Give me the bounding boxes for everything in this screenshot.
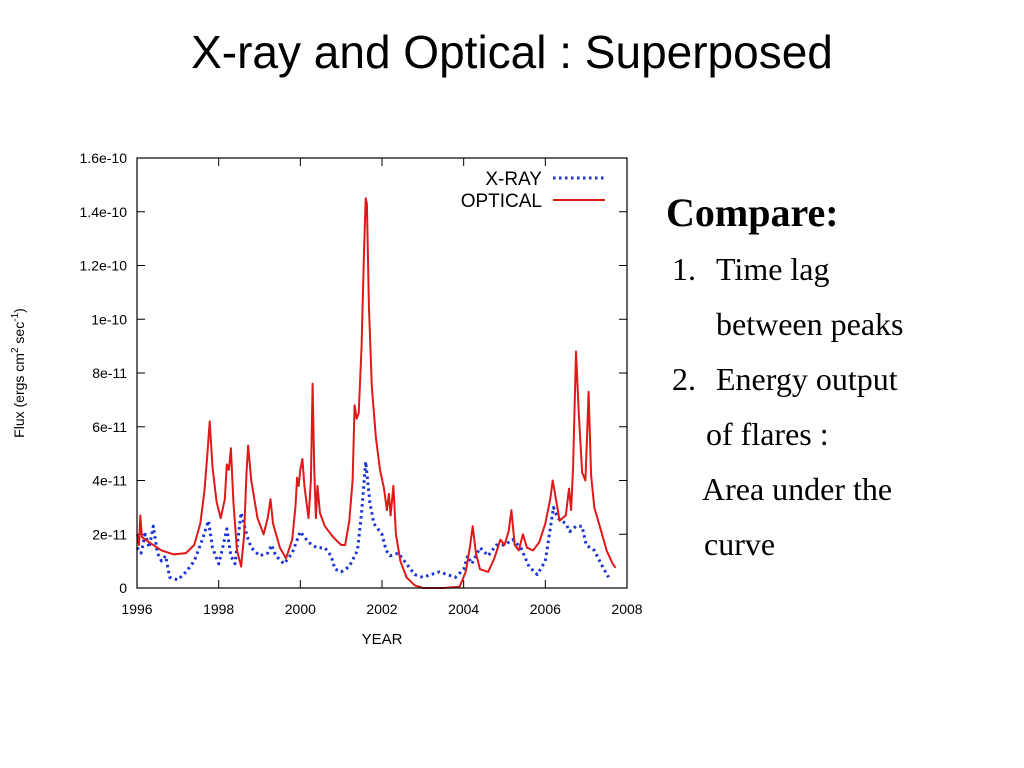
y-axis-label: Flux (ergs cm2 sec-1) (10, 308, 27, 438)
y-axis-label-part: ) (11, 308, 27, 313)
y-tick-label: 1.2e-10 (80, 258, 128, 274)
notes-heading: Compare: (666, 190, 839, 235)
x-axis-ticks: 1996 1998 2000 2002 2004 2006 2008 (121, 158, 643, 617)
x-tick-label: 2004 (448, 601, 479, 617)
y-axis-label-superscript: 2 (10, 347, 21, 353)
x-tick-label: 2002 (366, 601, 397, 617)
legend-label-optical: OPTICAL (461, 191, 542, 212)
note-text: Time lag (716, 251, 830, 287)
y-tick-label: 4e-11 (92, 473, 127, 489)
note-text: of flares : (706, 416, 829, 452)
series-layer (135, 197, 617, 589)
slide-title: X-ray and Optical : Superposed (191, 26, 833, 78)
flux-chart: 0 2e-11 4e-11 6e-11 8e-11 1e-10 1.2e-10 1.4e-10… (10, 150, 643, 648)
x-tick-label: 2000 (285, 601, 316, 617)
y-axis-label-part: sec (11, 322, 27, 348)
y-tick-label: 0 (119, 580, 127, 596)
y-axis-label-part: Flux (ergs cm (11, 353, 27, 438)
y-tick-label: 8e-11 (92, 365, 127, 381)
note-number: 2. (672, 361, 696, 397)
note-text: curve (704, 526, 776, 562)
note-text: Area under the (702, 471, 893, 507)
x-tick-label: 1996 (121, 601, 152, 617)
note-item-2-continued: of flares : (666, 408, 1006, 460)
note-item-2: 2. Energy output (666, 350, 1006, 408)
y-tick-label: 2e-11 (92, 526, 127, 542)
note-item-1: 1. Time lag (666, 240, 1006, 298)
note-item-2-continued: curve (666, 518, 1006, 570)
plot-frame (136, 157, 628, 589)
note-item-2-continued: Area under the (666, 460, 1006, 518)
series-line-x-ray (135, 460, 610, 582)
y-axis-ticks: 0 2e-11 4e-11 6e-11 8e-11 1e-10 1.2e-10 1.4e-10… (80, 150, 627, 596)
note-text: Energy output (716, 361, 898, 397)
x-tick-label: 2006 (530, 601, 561, 617)
x-tick-label: 2008 (611, 601, 642, 617)
notes-panel: Compare: 1. Time lag between peaks 2. En… (666, 186, 1006, 570)
y-tick-label: 1.6e-10 (80, 150, 128, 166)
y-tick-label: 1e-10 (91, 311, 127, 327)
x-axis-label: YEAR (362, 631, 403, 648)
legend-label-x-ray: X-RAY (485, 169, 542, 190)
note-item-1-continued: between peaks (666, 298, 1006, 350)
y-axis-label-superscript: -1 (10, 312, 21, 321)
series-line-optical (136, 197, 617, 589)
x-tick-label: 1998 (203, 601, 234, 617)
y-tick-label: 6e-11 (92, 419, 127, 435)
y-tick-label: 1.4e-10 (80, 204, 128, 220)
note-number: 1. (672, 251, 696, 287)
note-text: between peaks (716, 306, 904, 342)
